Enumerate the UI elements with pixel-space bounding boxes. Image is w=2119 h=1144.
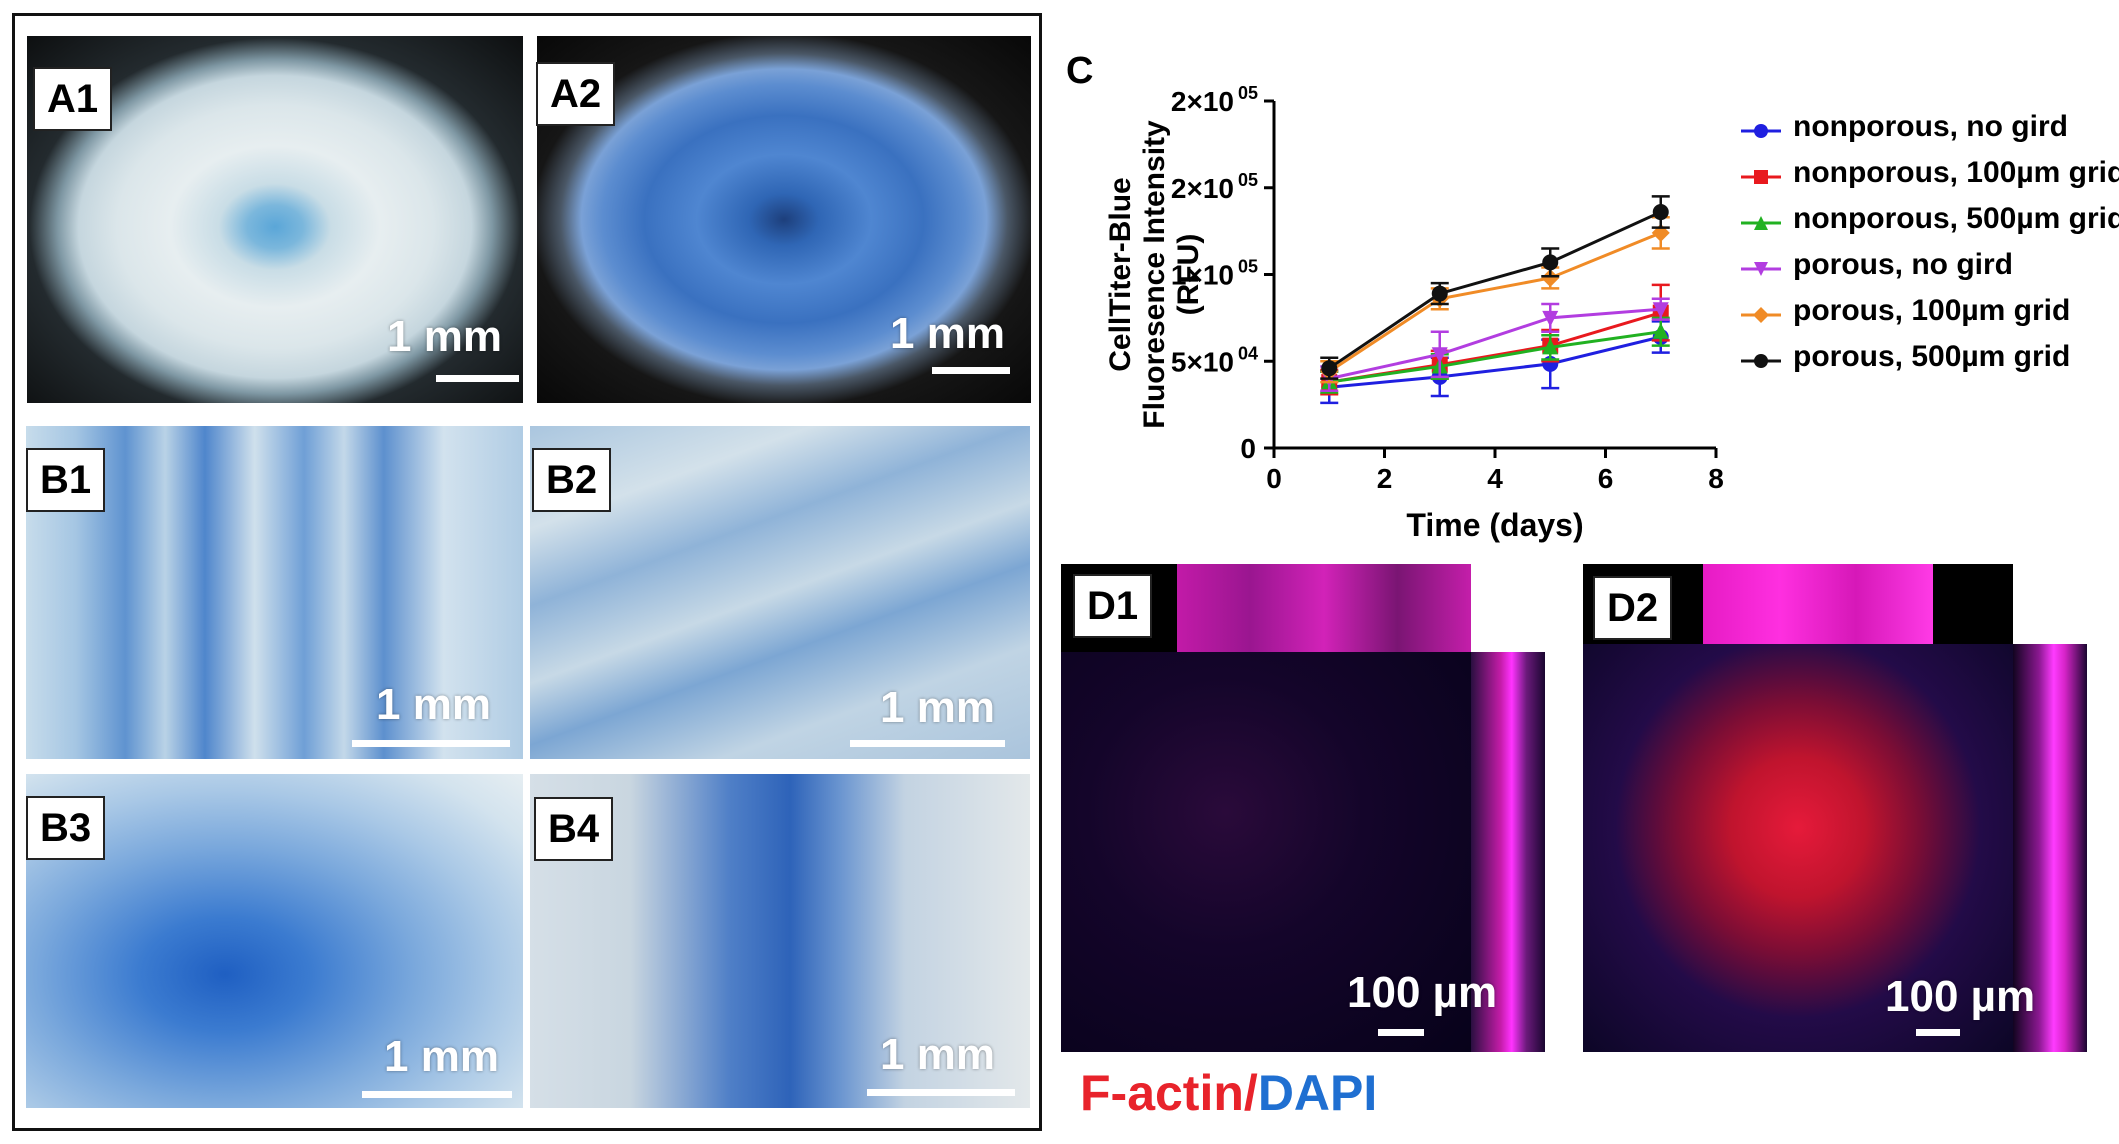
y-tick-label: 2×10 bbox=[1171, 173, 1234, 204]
y-axis-title-line: CellTiter-Blue bbox=[1104, 177, 1137, 372]
panel-label-d1: D1 bbox=[1073, 574, 1153, 638]
legend-marker bbox=[1741, 262, 1781, 276]
data-point bbox=[1652, 204, 1669, 221]
series-line bbox=[1329, 335, 1662, 389]
y-tick-label: 2×10 bbox=[1171, 86, 1234, 117]
legend-marker bbox=[1741, 216, 1781, 230]
growth-chart: 0 2 4 6 805×10 041×10 052×10 052×10 05CellTiter-… bbox=[1104, 83, 1724, 543]
series-line bbox=[1328, 231, 1662, 373]
scale-label-d2: 100 µm bbox=[1885, 972, 2036, 1021]
panel-a2-image bbox=[537, 36, 1031, 403]
legend-item: porous, no gird bbox=[1737, 248, 2117, 288]
data-point bbox=[1652, 322, 1669, 339]
panel-label-d2: D2 bbox=[1593, 576, 1673, 640]
d1-top-orthogonal-view bbox=[1177, 564, 1471, 652]
scale-label-b2: 1 mm bbox=[880, 683, 995, 732]
scale-label-d1: 100 µm bbox=[1347, 968, 1498, 1017]
scale-bar-d2 bbox=[1916, 1029, 1960, 1036]
d1-main-view bbox=[1061, 652, 1471, 1052]
stain-caption: F-actin/DAPI bbox=[1080, 1064, 1377, 1122]
x-tick-label: 6 bbox=[1598, 463, 1614, 494]
scale-bar-b3 bbox=[362, 1091, 512, 1098]
panel-label-b1: B1 bbox=[26, 448, 106, 512]
legend-label: porous, 100µm grid bbox=[1793, 294, 2071, 327]
scale-bar-b4 bbox=[867, 1089, 1015, 1096]
panel-b3-image bbox=[26, 774, 523, 1108]
x-tick-label: 4 bbox=[1487, 463, 1503, 494]
scale-bar-d1 bbox=[1378, 1029, 1424, 1036]
y-tick-exponent: 05 bbox=[1238, 257, 1258, 277]
panel-label-b2: B2 bbox=[532, 448, 612, 512]
legend-item: nonporous, 500µm grid bbox=[1737, 202, 2119, 242]
scale-label-a2: 1 mm bbox=[890, 309, 1005, 358]
scale-bar-b1 bbox=[352, 740, 510, 747]
panel-d1-image bbox=[1061, 564, 1471, 1052]
data-point bbox=[1321, 360, 1338, 377]
legend-item: nonporous, 100µm grid bbox=[1737, 156, 2119, 196]
panel-d1-side-view bbox=[1471, 652, 1545, 1052]
y-tick-label: 0 bbox=[1240, 433, 1256, 464]
data-point bbox=[1431, 347, 1448, 364]
panel-b2-image bbox=[530, 426, 1030, 759]
legend-label: nonporous, 100µm grid bbox=[1793, 156, 2119, 189]
data-point bbox=[1542, 338, 1559, 355]
data-point bbox=[1652, 302, 1669, 319]
panel-label-b3: B3 bbox=[26, 796, 106, 860]
data-point bbox=[1431, 285, 1448, 302]
legend-marker bbox=[1741, 124, 1781, 138]
panel-label-a2: A2 bbox=[536, 62, 616, 126]
legend-item: porous, 500µm grid bbox=[1737, 340, 2117, 380]
legend-item: porous, 100µm grid bbox=[1737, 294, 2117, 334]
panel-b4-image bbox=[530, 774, 1030, 1108]
scale-label-b1: 1 mm bbox=[376, 680, 491, 729]
series-line bbox=[1329, 330, 1661, 384]
x-tick-label: 8 bbox=[1708, 463, 1724, 494]
panel-b1-image bbox=[26, 426, 523, 759]
scale-label-b3: 1 mm bbox=[384, 1032, 499, 1081]
stain-dapi: DAPI bbox=[1257, 1065, 1378, 1121]
data-point bbox=[1541, 268, 1560, 287]
x-tick-label: 0 bbox=[1266, 463, 1282, 494]
data-point bbox=[1542, 310, 1559, 327]
y-tick-exponent: 05 bbox=[1238, 83, 1258, 103]
panel-d2-image bbox=[1583, 564, 2013, 1052]
y-tick-exponent: 04 bbox=[1238, 343, 1258, 363]
scale-label-a1: 1 mm bbox=[387, 312, 502, 361]
panel-label-a1: A1 bbox=[33, 67, 113, 131]
panel-d2-side-view bbox=[2013, 644, 2087, 1052]
scale-bar-a1 bbox=[436, 375, 519, 382]
series-line bbox=[1328, 210, 1662, 370]
d2-main-view bbox=[1583, 644, 2013, 1052]
scale-bar-b2 bbox=[850, 740, 1005, 747]
legend-label: nonporous, 500µm grid bbox=[1793, 202, 2119, 235]
y-axis-title-line: (RFU) bbox=[1172, 234, 1205, 316]
panel-label-c: C bbox=[1066, 50, 1094, 92]
x-axis-title: Time (days) bbox=[1406, 507, 1583, 543]
scale-bar-a2 bbox=[932, 367, 1010, 374]
legend-label: porous, 500µm grid bbox=[1793, 340, 2071, 373]
legend-marker bbox=[1741, 354, 1781, 368]
d2-top-orthogonal-view bbox=[1703, 564, 1933, 644]
photo-panel-frame bbox=[12, 13, 1042, 1131]
x-tick-label: 2 bbox=[1377, 463, 1393, 494]
legend-marker bbox=[1741, 307, 1781, 323]
legend-label: nonporous, no gird bbox=[1793, 110, 2068, 143]
legend-marker bbox=[1741, 170, 1781, 184]
data-point bbox=[1542, 254, 1559, 271]
panel-label-b4: B4 bbox=[534, 797, 614, 861]
legend-label: porous, no gird bbox=[1793, 248, 2013, 281]
y-tick-label: 1×10 bbox=[1171, 260, 1234, 291]
scale-label-b4: 1 mm bbox=[880, 1030, 995, 1079]
y-tick-exponent: 05 bbox=[1238, 170, 1258, 190]
stain-factin: F-actin bbox=[1080, 1065, 1244, 1121]
stain-slash: / bbox=[1243, 1065, 1258, 1121]
legend-item: nonporous, no gird bbox=[1737, 110, 2117, 150]
y-axis-title-line: Fluoresence Intensity bbox=[1138, 120, 1171, 429]
y-tick-label: 5×10 bbox=[1171, 346, 1234, 377]
series-line bbox=[1328, 307, 1661, 381]
